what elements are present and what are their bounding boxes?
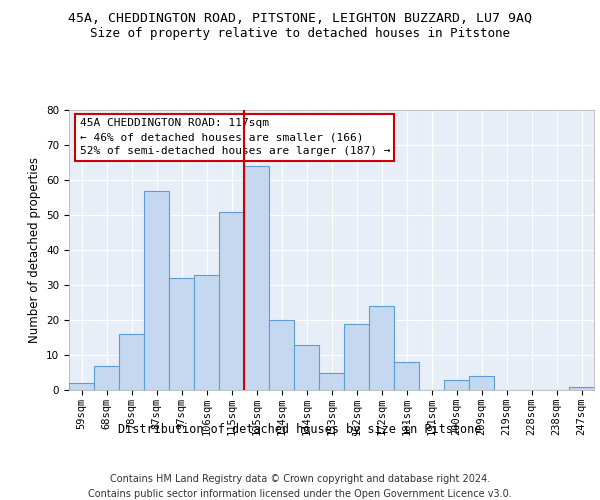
Bar: [394, 362, 419, 390]
Text: Contains HM Land Registry data © Crown copyright and database right 2024.: Contains HM Land Registry data © Crown c…: [110, 474, 490, 484]
Text: Contains public sector information licensed under the Open Government Licence v3: Contains public sector information licen…: [88, 489, 512, 499]
Text: Distribution of detached houses by size in Pitstone: Distribution of detached houses by size …: [118, 422, 482, 436]
Bar: [319, 372, 344, 390]
Bar: [244, 166, 269, 390]
Text: 45A, CHEDDINGTON ROAD, PITSTONE, LEIGHTON BUZZARD, LU7 9AQ: 45A, CHEDDINGTON ROAD, PITSTONE, LEIGHTO…: [68, 12, 532, 26]
Bar: [469, 376, 494, 390]
Bar: [344, 324, 369, 390]
Bar: [69, 383, 94, 390]
Bar: [119, 334, 144, 390]
Text: 45A CHEDDINGTON ROAD: 117sqm
← 46% of detached houses are smaller (166)
52% of s: 45A CHEDDINGTON ROAD: 117sqm ← 46% of de…: [79, 118, 390, 156]
Bar: [169, 278, 194, 390]
Bar: [444, 380, 469, 390]
Bar: [269, 320, 294, 390]
Text: Size of property relative to detached houses in Pitstone: Size of property relative to detached ho…: [90, 28, 510, 40]
Bar: [219, 212, 244, 390]
Bar: [94, 366, 119, 390]
Bar: [194, 274, 219, 390]
Bar: [369, 306, 394, 390]
Y-axis label: Number of detached properties: Number of detached properties: [28, 157, 41, 343]
Bar: [569, 386, 594, 390]
Bar: [294, 344, 319, 390]
Bar: [144, 190, 169, 390]
